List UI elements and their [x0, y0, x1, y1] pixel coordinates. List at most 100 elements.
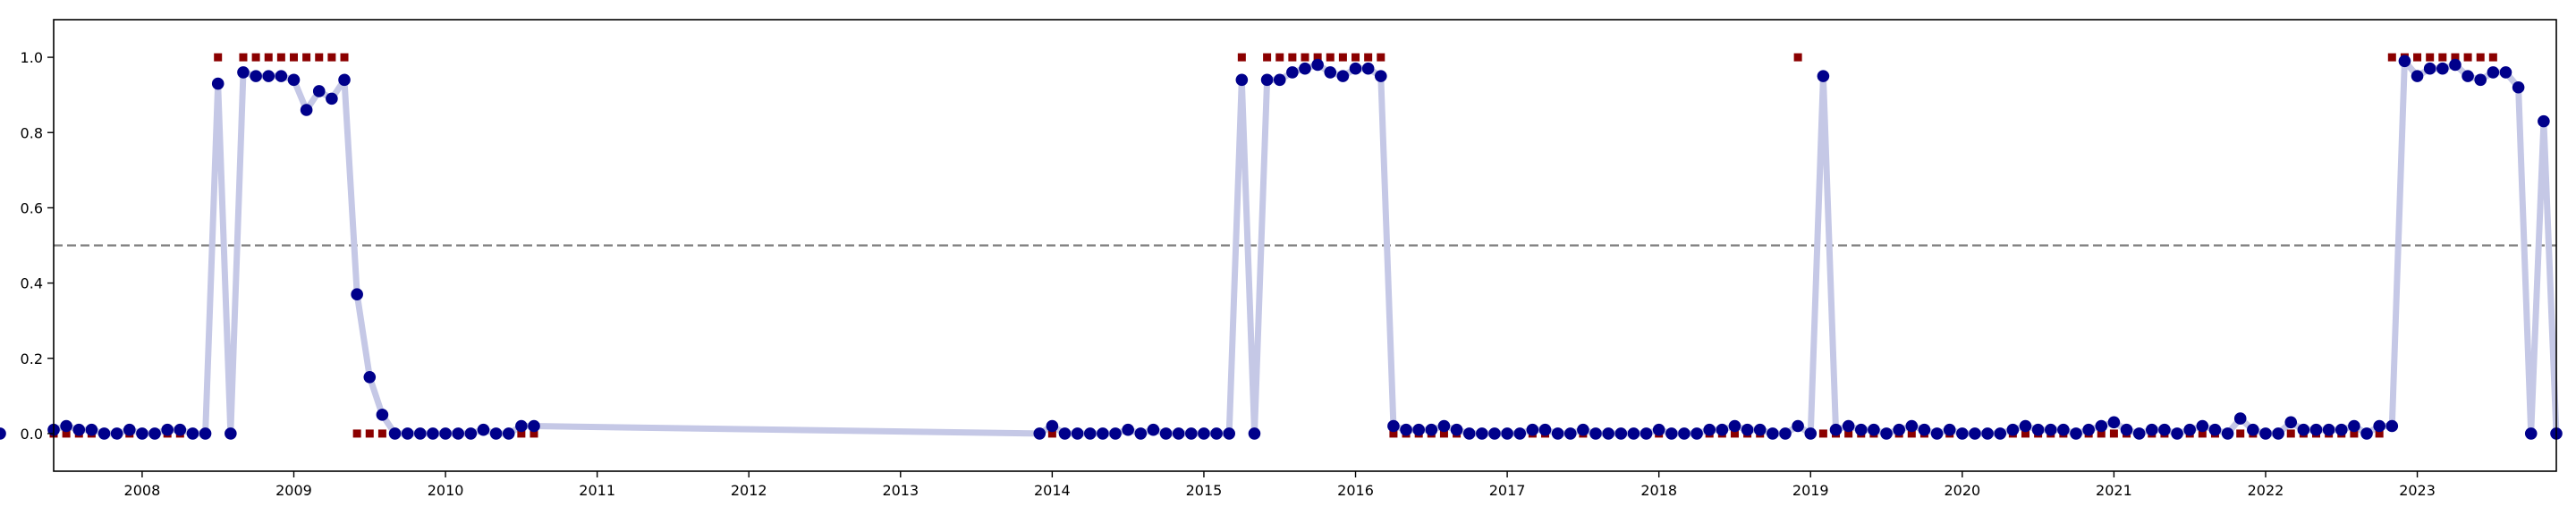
label-marker — [1313, 53, 1322, 62]
y-tick-label: 0.6 — [21, 199, 43, 216]
label-marker — [1301, 53, 1309, 62]
probability-point — [1374, 70, 1387, 82]
probability-point — [1361, 62, 1375, 75]
probability-point — [97, 427, 111, 440]
label-marker — [2350, 429, 2359, 438]
x-tick-label: 2009 — [275, 482, 312, 499]
probability-point — [1235, 73, 1249, 87]
probability-point — [414, 427, 427, 440]
probability-point — [2398, 55, 2411, 68]
x-tick-label: 2008 — [124, 482, 161, 499]
probability-point — [1753, 423, 1767, 436]
probability-point — [326, 92, 338, 106]
probability-point — [1248, 427, 1261, 440]
probability-point — [60, 419, 72, 433]
probability-point — [1260, 73, 1274, 87]
probability-point — [1779, 427, 1792, 440]
probability-point — [1817, 70, 1830, 82]
probability-point — [363, 370, 377, 384]
probability-point — [1589, 427, 1602, 440]
probability-point — [427, 427, 439, 440]
probability-point — [2334, 423, 2348, 436]
label-marker — [251, 53, 260, 62]
probability-point — [1311, 58, 1324, 72]
probability-point — [1792, 419, 1804, 433]
probability-point — [2309, 423, 2323, 436]
probability-point — [148, 427, 161, 440]
probability-point — [2171, 427, 2183, 440]
probability-point — [174, 423, 187, 436]
probability-point — [2019, 419, 2032, 433]
label-marker — [2463, 53, 2472, 62]
probability-point — [110, 427, 123, 440]
label-marker — [352, 429, 361, 438]
label-marker — [315, 53, 324, 62]
probability-point — [1563, 427, 1577, 440]
probability-point — [161, 423, 174, 436]
probability-point — [300, 104, 313, 116]
label-marker — [2236, 429, 2245, 438]
x-tick-label: 2018 — [1640, 482, 1677, 499]
label-marker — [2488, 53, 2497, 62]
probability-point — [1185, 427, 1198, 440]
label-marker — [2413, 53, 2422, 62]
probability-point — [1159, 427, 1173, 440]
probability-point — [1994, 427, 2007, 440]
probability-point — [1324, 66, 1337, 79]
x-tick-label: 2022 — [2248, 482, 2284, 499]
probability-point — [351, 288, 363, 301]
x-tick-label: 2017 — [1489, 482, 1526, 499]
probability-point — [1083, 427, 1097, 440]
probability-point — [2524, 427, 2538, 440]
probability-point — [401, 427, 414, 440]
probability-point — [1728, 419, 1741, 433]
probability-point — [2449, 58, 2462, 72]
label-marker — [2476, 53, 2485, 62]
probability-point — [2145, 423, 2158, 436]
probability-point — [136, 427, 148, 440]
probability-point — [2208, 423, 2222, 436]
probability-point — [1223, 427, 1236, 440]
probability-point — [2120, 423, 2133, 436]
probability-point — [1854, 423, 1868, 436]
x-tick-label: 2010 — [428, 482, 464, 499]
label-marker — [276, 53, 285, 62]
label-marker — [1275, 53, 1284, 62]
probability-point — [1033, 427, 1046, 440]
label-marker — [1237, 53, 1246, 62]
label-marker — [1793, 53, 1802, 62]
probability-point — [1577, 423, 1589, 436]
probability-point — [312, 85, 326, 97]
label-marker — [1844, 429, 1853, 438]
probability-point — [211, 77, 225, 90]
probability-point — [1943, 423, 1956, 436]
probability-point — [2044, 423, 2057, 436]
probability-point — [1526, 423, 1539, 436]
probability-point — [515, 419, 528, 433]
probability-point — [1488, 427, 1501, 440]
probability-point — [1716, 423, 1729, 436]
x-tick-label: 2023 — [2399, 482, 2436, 499]
probability-point — [1387, 419, 1400, 433]
x-tick-label: 2013 — [882, 482, 919, 499]
probability-point — [2057, 423, 2070, 436]
label-marker — [214, 53, 223, 62]
probability-point — [1703, 423, 1716, 436]
probability-point — [1501, 427, 1513, 440]
probability-point — [1476, 427, 1488, 440]
probability-point — [225, 427, 237, 440]
probability-point — [1905, 419, 1919, 433]
label-marker — [1907, 429, 1916, 438]
probability-point — [502, 427, 515, 440]
x-tick-label: 2020 — [1944, 482, 1980, 499]
label-marker — [62, 429, 71, 438]
probability-point — [1462, 427, 1476, 440]
label-marker — [2109, 429, 2118, 438]
label-marker — [1352, 53, 1360, 62]
probability-point — [2385, 419, 2399, 433]
label-marker — [2198, 429, 2207, 438]
probability-point — [186, 427, 199, 440]
probability-point — [1918, 423, 1931, 436]
probability-point — [376, 409, 389, 421]
probability-point — [2107, 416, 2121, 429]
